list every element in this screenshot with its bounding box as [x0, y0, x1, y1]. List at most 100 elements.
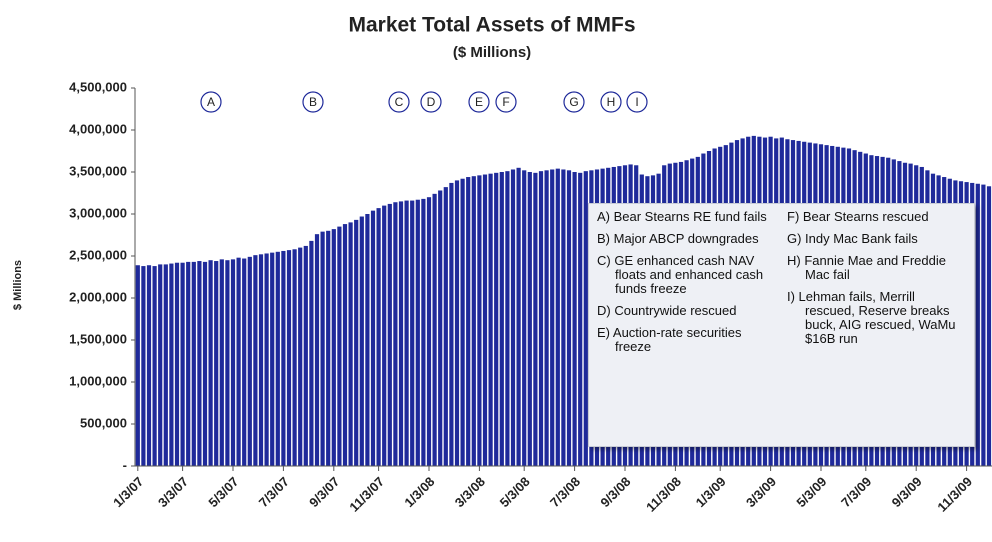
x-tick-label: 9/3/08 — [597, 474, 633, 510]
bar — [415, 199, 420, 466]
bar — [359, 216, 364, 466]
bar — [174, 262, 180, 466]
event-marker — [563, 91, 585, 113]
bar — [432, 193, 437, 466]
bar — [460, 178, 465, 466]
bar — [264, 253, 269, 466]
x-tick-label: 5/3/09 — [793, 474, 829, 510]
bar — [510, 169, 516, 467]
bar — [342, 224, 348, 466]
bar — [522, 170, 527, 466]
bar — [286, 250, 292, 466]
y-tick-label: 2,500,000 — [69, 247, 127, 262]
bar — [583, 171, 588, 466]
x-tick-label: 7/3/07 — [256, 474, 292, 510]
event-marker — [600, 91, 622, 113]
bar — [292, 249, 297, 466]
bar — [454, 180, 460, 466]
bar — [326, 230, 331, 466]
bar — [477, 175, 482, 467]
event-marker-label: E — [475, 95, 483, 109]
x-tick-label: 11/3/07 — [346, 474, 387, 515]
bar — [404, 200, 409, 466]
bar — [253, 255, 258, 466]
x-tick-label: 11/3/08 — [643, 474, 684, 515]
bar — [438, 190, 443, 467]
bar — [236, 257, 241, 466]
event-marker — [200, 91, 222, 113]
notes-box: A) Bear Stearns RE fund fails B) Major AB… — [588, 203, 975, 447]
chart-title: Market Total Assets of MMFs — [348, 14, 635, 37]
bar — [555, 168, 560, 466]
bar — [393, 202, 398, 467]
bar — [471, 176, 476, 466]
bar — [370, 210, 376, 466]
y-axis-label: $ Millions — [12, 260, 24, 310]
bar — [466, 177, 471, 467]
event-marker — [388, 91, 410, 113]
note: H) Fannie Mae and Freddie Mac fail — [787, 253, 946, 282]
bar — [146, 265, 152, 466]
bar — [376, 208, 381, 466]
bar — [572, 172, 577, 466]
note: C) GE enhanced cash NAV floats and enhan… — [597, 253, 764, 296]
bar — [426, 197, 432, 466]
x-tick-label: 9/3/07 — [306, 474, 342, 510]
event-marker-label: H — [607, 95, 616, 109]
bar — [298, 247, 303, 466]
bar — [135, 265, 140, 466]
note: F) Bear Stearns rescued — [787, 209, 929, 224]
x-tick-label: 9/3/09 — [889, 474, 925, 510]
bar — [208, 260, 213, 466]
notes-left: A) Bear Stearns RE fund fails B) Major AB… — [597, 210, 777, 446]
x-tick-label: 7/3/09 — [838, 474, 874, 510]
bar — [561, 169, 566, 467]
note: A) Bear Stearns RE fund fails — [597, 209, 767, 224]
bar — [544, 170, 549, 466]
bar — [382, 205, 387, 466]
x-tick-label: 7/3/08 — [547, 474, 583, 510]
bar — [309, 240, 314, 466]
bar — [488, 173, 493, 466]
x-tick-label: 1/3/07 — [110, 474, 146, 510]
bar — [247, 256, 252, 466]
bar — [270, 252, 275, 466]
bar — [421, 198, 426, 466]
y-tick-label: 2,000,000 — [69, 289, 127, 304]
bar — [449, 182, 454, 467]
bar — [169, 263, 174, 466]
y-tick-label: 3,500,000 — [69, 163, 127, 178]
event-marker-label: B — [309, 95, 317, 109]
bar — [975, 183, 980, 466]
bar — [281, 250, 286, 466]
bar — [331, 229, 336, 466]
bar — [527, 172, 532, 466]
event-marker-label: C — [395, 95, 404, 109]
event-marker — [420, 91, 442, 113]
bar — [550, 169, 555, 467]
bar — [398, 201, 404, 466]
bar — [538, 171, 544, 466]
bar — [365, 214, 370, 466]
bar — [275, 251, 280, 466]
y-tick-label: 4,000,000 — [69, 121, 127, 136]
bar — [387, 203, 392, 467]
bar — [516, 167, 521, 467]
bar — [230, 259, 236, 466]
event-marker — [626, 91, 648, 113]
note: D) Countrywide rescued — [597, 303, 737, 318]
note: I) Lehman fails, Merrill rescued, Reserv… — [787, 289, 956, 346]
bar — [499, 172, 504, 466]
x-tick-label: 5/3/08 — [497, 474, 533, 510]
bar — [337, 226, 342, 466]
bar — [482, 174, 488, 466]
bar — [986, 186, 992, 466]
bar — [186, 261, 191, 466]
bar — [314, 234, 320, 466]
bar — [566, 170, 572, 466]
bar — [202, 261, 208, 466]
event-marker-label: G — [569, 95, 578, 109]
note: E) Auction-rate securities freeze — [597, 325, 742, 354]
y-tick-label: 500,000 — [80, 415, 127, 430]
